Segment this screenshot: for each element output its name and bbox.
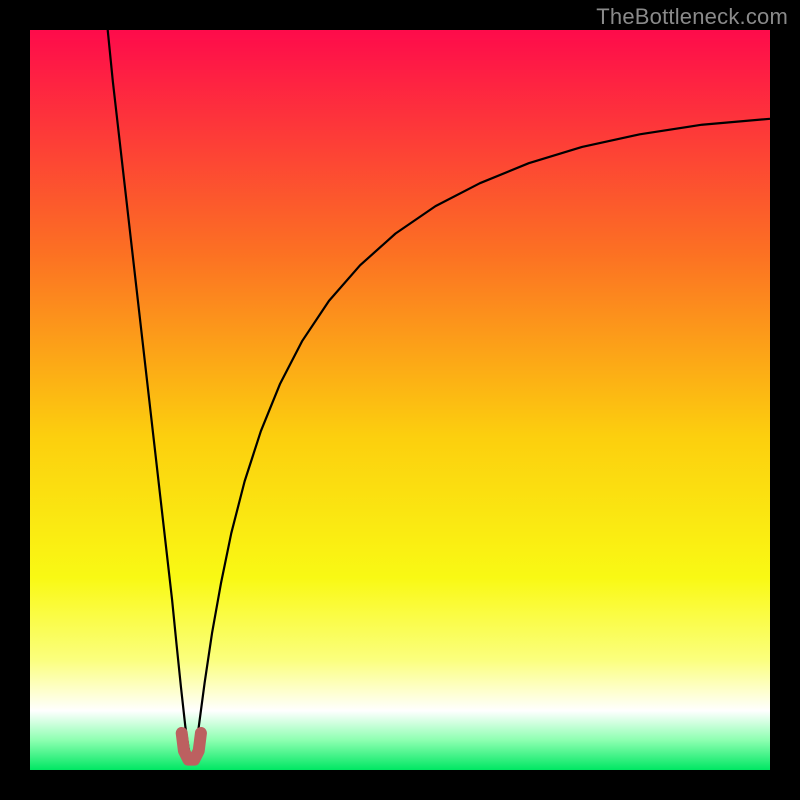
- watermark-text: TheBottleneck.com: [596, 4, 788, 30]
- chart-wrapper: TheBottleneck.com: [0, 0, 800, 800]
- plot-background: [30, 30, 770, 770]
- bottleneck-chart: [0, 0, 800, 800]
